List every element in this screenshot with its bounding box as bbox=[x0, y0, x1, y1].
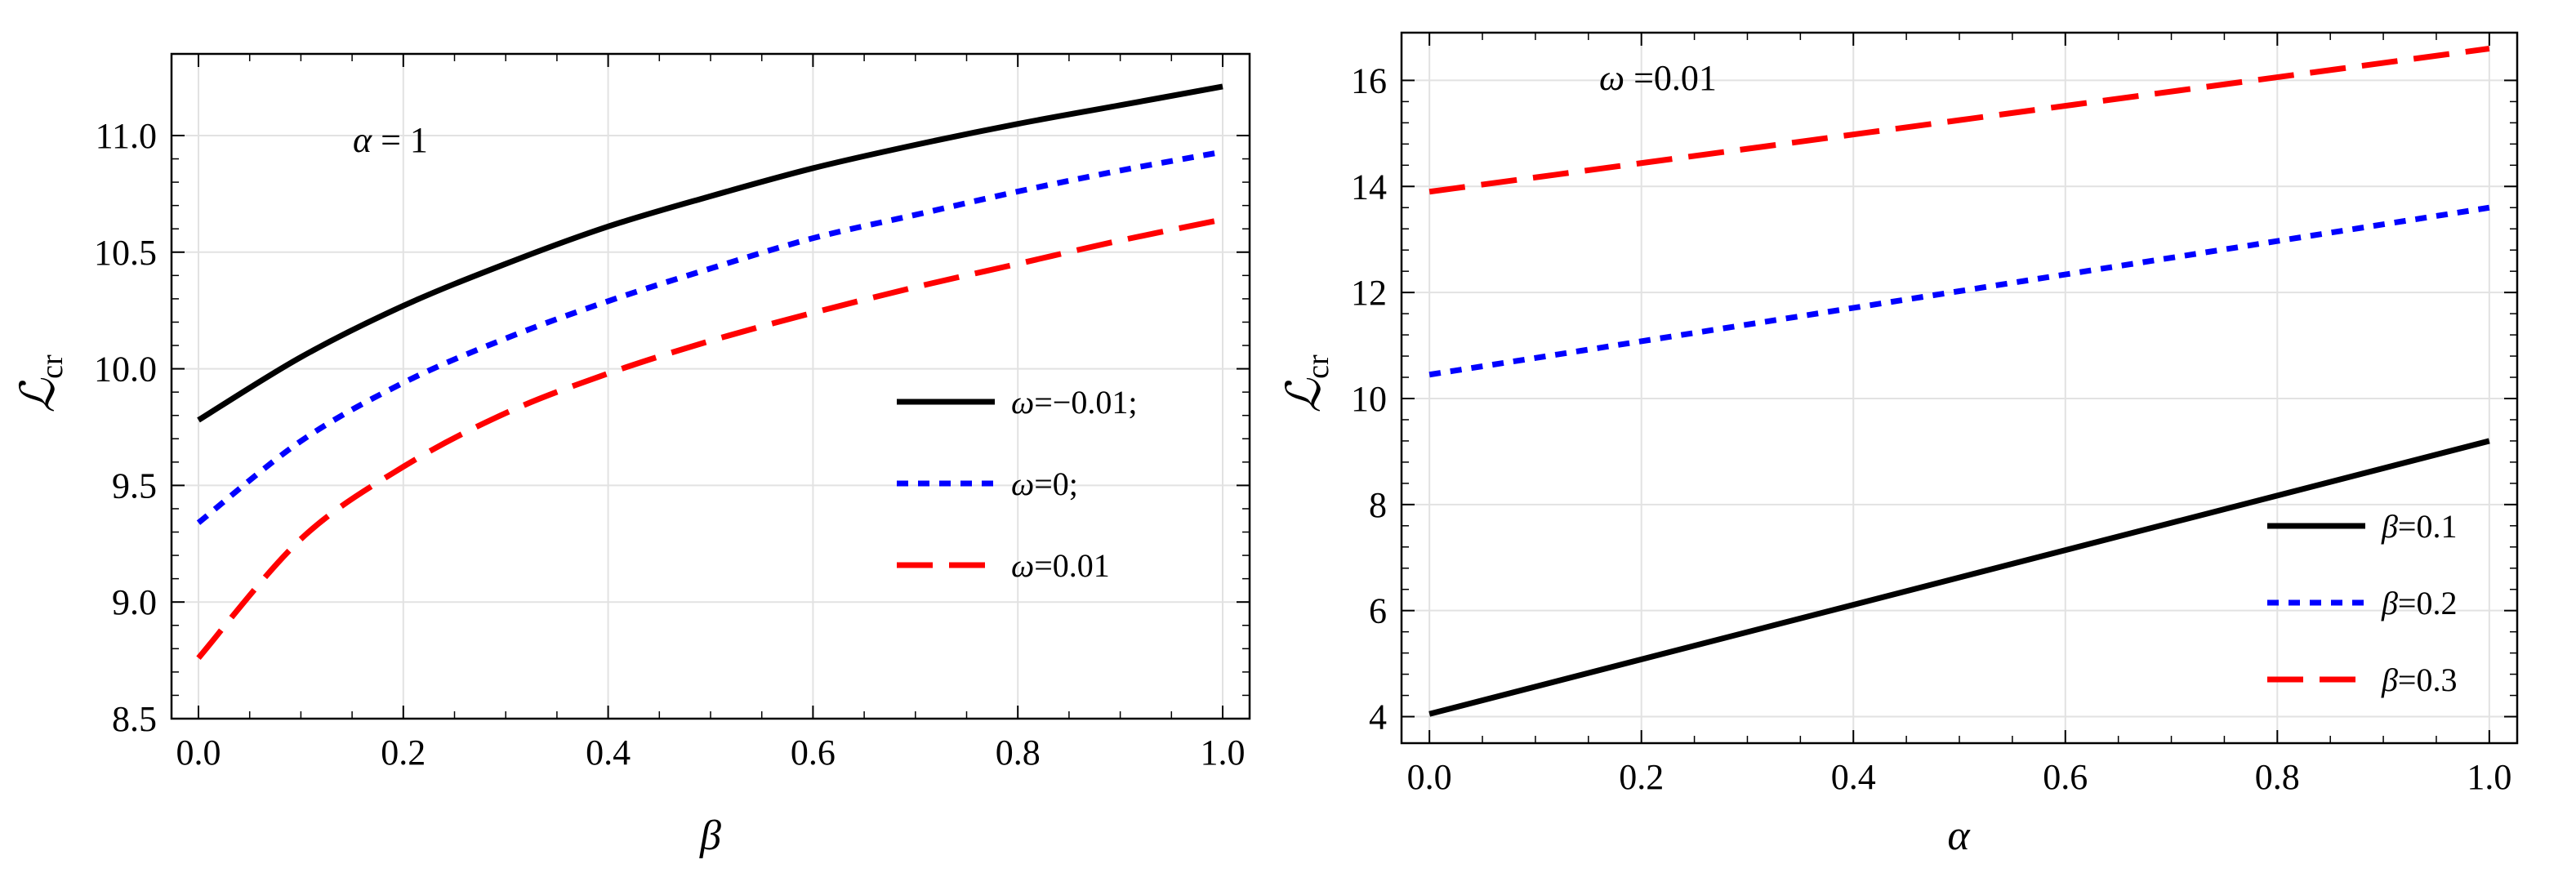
right-y-tick-label: 10 bbox=[1351, 379, 1387, 419]
left-x-tick-label: 0.2 bbox=[381, 733, 426, 773]
right-legend-symbol-0: β bbox=[2381, 508, 2398, 545]
right-legend-rest-0: =0.1 bbox=[2398, 508, 2458, 545]
right-y-tick-label: 6 bbox=[1369, 591, 1387, 631]
right-legend-entry-0: β=0.1 bbox=[2267, 508, 2457, 545]
left-annotation-symbol: α bbox=[353, 120, 372, 160]
left-legend-entry-0: ω=−0.01; bbox=[897, 384, 1137, 421]
right-x-axis-label: α bbox=[1947, 813, 1971, 859]
left-y-axis-label: ℒcr bbox=[10, 354, 69, 413]
right-y-tick-label: 16 bbox=[1351, 60, 1387, 100]
right-legend-rest-2: =0.3 bbox=[2398, 661, 2458, 698]
right-grid bbox=[1402, 33, 2517, 743]
left-y-axis-label-main: ℒ bbox=[10, 378, 65, 413]
right-x-tick-label: 0.2 bbox=[1619, 757, 1664, 797]
left-legend-entry-1: ω=0; bbox=[897, 465, 1078, 502]
right-annotation-rest: =0.01 bbox=[1624, 58, 1717, 98]
left-x-tick-label: 0.6 bbox=[791, 733, 836, 773]
right-annotation: ω =0.01 bbox=[1599, 58, 1717, 98]
left-x-tick-label: 0.0 bbox=[176, 733, 221, 773]
right-y-axis-label-main: ℒ bbox=[1276, 378, 1331, 413]
left-legend-rest-1: =0; bbox=[1034, 465, 1078, 502]
left-y-tick-label: 9.5 bbox=[112, 465, 157, 506]
left-legend: ω=−0.01; ω=0; ω=0.01 bbox=[897, 384, 1137, 584]
right-series bbox=[1428, 46, 2490, 717]
left-y-tick-label: 10.5 bbox=[94, 233, 157, 273]
right-annotation-symbol: ω bbox=[1599, 58, 1624, 98]
right-series-0-line bbox=[1428, 438, 2490, 717]
left-annotation-rest: = 1 bbox=[372, 120, 428, 160]
left-x-tick-label: 0.8 bbox=[996, 733, 1041, 773]
left-legend-label-2: ω=0.01 bbox=[1011, 547, 1110, 584]
right-y-tick-label: 14 bbox=[1351, 167, 1387, 207]
left-chart: 0.0 0.2 0.4 0.6 0.8 1.08.59.09.510.010.511.0 … bbox=[10, 52, 1251, 859]
right-y-tick-label: 8 bbox=[1369, 485, 1387, 525]
right-legend-symbol-2: β bbox=[2381, 661, 2398, 698]
left-legend-symbol-2: ω bbox=[1011, 547, 1034, 584]
right-legend-label-0: β=0.1 bbox=[2381, 508, 2457, 545]
right-ticks: 0.0 0.2 0.4 0.6 0.8 1.0 4 6 8 10 12 14 16 bbox=[1351, 33, 2517, 797]
right-x-tick-label: 0.6 bbox=[2043, 757, 2088, 797]
left-y-axis-label-sub: cr bbox=[35, 354, 69, 379]
left-y-tick-label: 10.0 bbox=[94, 350, 157, 390]
right-y-tick-label: 12 bbox=[1351, 273, 1387, 313]
right-x-tick-label: 1.0 bbox=[2467, 757, 2511, 797]
right-x-tick-label: 0.4 bbox=[1831, 757, 1876, 797]
right-y-tick-label: 4 bbox=[1369, 697, 1387, 737]
left-y-tick-label: 8.5 bbox=[112, 699, 157, 739]
right-plot-frame bbox=[1400, 31, 2519, 745]
left-legend-rest-0: =−0.01; bbox=[1034, 384, 1137, 421]
right-x-tick-label: 0.0 bbox=[1407, 757, 1452, 797]
left-legend-entry-2: ω=0.01 bbox=[897, 547, 1110, 584]
left-series-2-line bbox=[196, 216, 1223, 661]
right-series-2-line bbox=[1428, 46, 2490, 195]
right-legend-symbol-1: β bbox=[2381, 585, 2398, 621]
left-y-tick-label: 11.0 bbox=[96, 116, 157, 156]
right-legend-label-1: β=0.2 bbox=[2381, 585, 2457, 621]
right-legend-label-2: β=0.3 bbox=[2381, 661, 2457, 698]
right-legend: β=0.1 β=0.2 β=0.3 bbox=[2267, 508, 2457, 698]
left-legend-symbol-0: ω bbox=[1011, 384, 1034, 421]
left-annotation: α = 1 bbox=[353, 120, 428, 160]
left-legend-rest-2: =0.01 bbox=[1034, 547, 1110, 584]
right-series-1-line bbox=[1428, 204, 2490, 378]
left-x-tick-label: 0.4 bbox=[586, 733, 631, 773]
right-x-tick-label: 0.8 bbox=[2255, 757, 2300, 797]
left-series-0-line bbox=[197, 83, 1223, 423]
right-legend-rest-1: =0.2 bbox=[2398, 585, 2458, 621]
left-x-axis-label: β bbox=[699, 813, 721, 859]
right-y-axis-label: ℒcr bbox=[1276, 354, 1335, 413]
left-y-tick-label: 9.0 bbox=[112, 582, 157, 622]
left-legend-label-1: ω=0; bbox=[1011, 465, 1078, 502]
right-legend-entry-1: β=0.2 bbox=[2267, 585, 2457, 621]
left-series bbox=[196, 83, 1223, 661]
right-y-axis-label-sub: cr bbox=[1301, 354, 1335, 379]
left-ticks: 0.0 0.2 0.4 0.6 0.8 1.0 8.5 9.0 9.5 10.0 10.5 11.0 bbox=[94, 54, 1250, 773]
left-legend-symbol-1: ω bbox=[1011, 465, 1034, 502]
left-legend-label-0: ω=−0.01; bbox=[1011, 384, 1137, 421]
left-x-tick-label: 1.0 bbox=[1201, 733, 1246, 773]
right-legend-entry-2: β=0.3 bbox=[2267, 661, 2457, 698]
left-series-1-line bbox=[196, 149, 1223, 525]
